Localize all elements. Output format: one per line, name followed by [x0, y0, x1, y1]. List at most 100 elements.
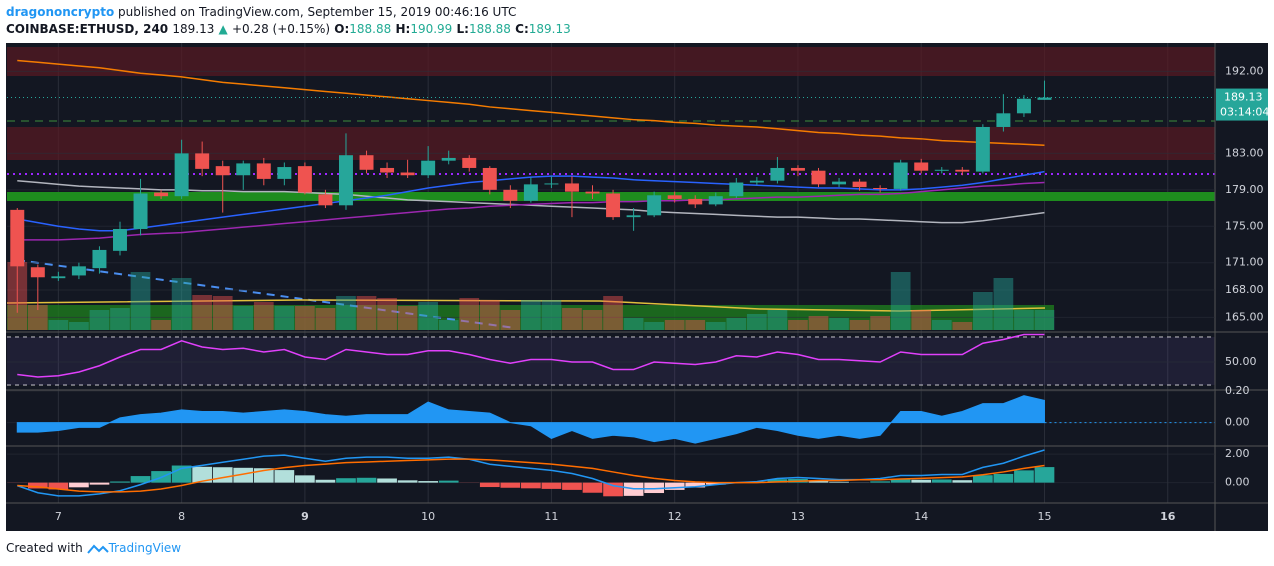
volume-bar	[110, 308, 130, 330]
x-tick-label: 8	[178, 510, 185, 523]
volume-bar	[562, 308, 582, 330]
open: 188.88	[349, 22, 392, 36]
oscillator-area	[16, 395, 1045, 444]
high: 190.99	[410, 22, 453, 36]
candle-body	[893, 162, 908, 189]
y-tick-label: 175.00	[1225, 219, 1264, 232]
candle-body	[975, 126, 990, 172]
candle-body	[606, 193, 621, 218]
candle-body	[133, 193, 148, 229]
logo	[86, 544, 109, 554]
volume-bar	[623, 318, 644, 330]
candle-body	[359, 155, 374, 170]
moving-average	[17, 181, 1045, 241]
rsi-line	[17, 333, 1045, 378]
candle-body	[996, 113, 1011, 127]
histogram-bar	[993, 473, 1014, 483]
candle-body	[338, 155, 353, 206]
volume-bar	[952, 322, 973, 330]
volume-bar	[767, 310, 788, 330]
histogram-bar	[870, 481, 890, 483]
candle-body	[441, 157, 456, 161]
candle-body	[544, 183, 559, 185]
candle-body	[154, 192, 169, 197]
volume-bar	[521, 300, 541, 330]
volume-bar	[541, 300, 562, 330]
price: 189.13	[172, 22, 215, 36]
candle-body	[421, 160, 436, 176]
histogram-bar	[48, 482, 69, 490]
volume-bar	[747, 314, 767, 330]
brand[interactable]: TradingView	[108, 541, 182, 555]
volume-bar	[438, 320, 459, 330]
histogram-bar	[808, 480, 829, 483]
candle-body	[934, 169, 949, 171]
countdown: 03:14:04	[1220, 106, 1269, 119]
volume-bar	[705, 322, 726, 330]
y-tick-label: 183.00	[1225, 146, 1264, 159]
y-tick-label: 50.00	[1225, 355, 1257, 368]
histogram-bar	[500, 482, 521, 488]
rsi-fill	[7, 337, 1215, 385]
volume-bar	[151, 320, 171, 330]
last-price-box	[1216, 88, 1268, 121]
volume-bar	[397, 306, 418, 330]
candle-body	[277, 167, 292, 179]
volume-bar	[849, 320, 870, 330]
created: Created with	[6, 541, 83, 555]
histogram-bar	[315, 479, 336, 483]
x-tick-label: 10	[421, 510, 435, 523]
volume-bar	[336, 296, 356, 330]
histogram-bar	[27, 482, 48, 489]
histogram-bar	[192, 466, 213, 483]
volume-bar	[644, 322, 665, 330]
x-tick-label: 11	[544, 510, 558, 523]
candle-body	[71, 266, 86, 276]
volume-bar	[931, 320, 952, 330]
volume-ma	[6, 299, 1046, 312]
volume-bar	[27, 305, 48, 330]
candle-body	[51, 276, 66, 279]
histogram-bar	[110, 481, 130, 483]
x-tick-label: 9	[301, 510, 309, 523]
candle-body	[256, 163, 271, 179]
y-tick-label: 0.20	[1225, 384, 1250, 397]
volume-bar	[479, 300, 500, 330]
candle-body	[1037, 97, 1052, 100]
author[interactable]: dragononcrypto	[6, 5, 115, 19]
x-tick-label: 7	[55, 510, 62, 523]
candle-body	[92, 249, 107, 269]
candle-body	[955, 169, 970, 172]
candle-body	[215, 166, 230, 176]
candle-body	[667, 195, 682, 199]
low: 188.88	[468, 22, 511, 36]
candle-body	[318, 194, 333, 206]
volume-bar	[171, 278, 192, 330]
histogram-bar	[562, 482, 582, 490]
candle-body	[174, 153, 189, 197]
histogram-bar	[685, 482, 706, 488]
x-tick-label: 16	[1160, 510, 1176, 523]
histogram-bar	[479, 482, 500, 488]
volume-bar	[253, 302, 274, 330]
y-tick-label: 192.00	[1225, 64, 1264, 77]
histogram-bar	[212, 467, 233, 483]
published: published on TradingView.com, September …	[118, 5, 517, 19]
candle-body	[626, 215, 641, 218]
close: 189.13	[528, 22, 571, 36]
volume-bar	[890, 272, 911, 330]
candle-body	[564, 183, 579, 192]
candle-body	[832, 181, 847, 185]
candle-body	[195, 153, 210, 169]
volume-bar	[788, 320, 808, 330]
volume-bar	[459, 298, 480, 330]
macd-line	[17, 449, 1045, 497]
volume-bar	[500, 310, 521, 330]
histogram-bar	[274, 470, 295, 483]
histogram-bar	[521, 482, 541, 489]
candle-body	[852, 181, 867, 188]
histogram-bar	[89, 482, 110, 485]
volume-bar	[1014, 310, 1034, 330]
volume-bar	[829, 318, 849, 330]
candle-body	[380, 167, 395, 173]
